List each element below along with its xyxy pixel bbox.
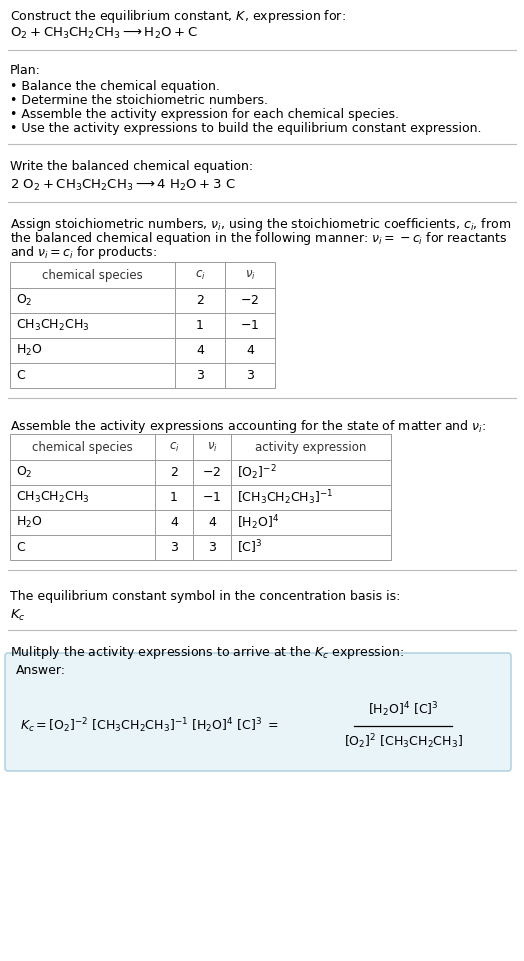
Bar [10, 262, 275, 388]
Text: $\mathrm{H_2O}$: $\mathrm{H_2O}$ [16, 515, 42, 530]
Text: $\mathrm{O_2}$: $\mathrm{O_2}$ [16, 465, 32, 480]
Text: 4: 4 [246, 344, 254, 357]
Text: 4: 4 [208, 516, 216, 529]
Text: $\mathrm{CH_3CH_2CH_3}$: $\mathrm{CH_3CH_2CH_3}$ [16, 490, 90, 505]
Text: Construct the equilibrium constant, $K$, expression for:: Construct the equilibrium constant, $K$,… [10, 8, 346, 25]
Text: $\nu_i$: $\nu_i$ [245, 268, 255, 282]
Text: Plan:: Plan: [10, 64, 41, 77]
Text: 3: 3 [170, 541, 178, 554]
Text: C: C [16, 369, 25, 382]
Text: Assemble the activity expressions accounting for the state of matter and $\nu_i$: Assemble the activity expressions accoun… [10, 418, 486, 435]
Text: $\mathrm{O_2 + CH_3CH_2CH_3 \longrightarrow H_2O + C}$: $\mathrm{O_2 + CH_3CH_2CH_3 \longrightar… [10, 26, 198, 41]
Text: $\mathrm{2\ O_2 + CH_3CH_2CH_3 \longrightarrow 4\ H_2O + 3\ C}$: $\mathrm{2\ O_2 + CH_3CH_2CH_3 \longrigh… [10, 178, 236, 193]
Text: $\mathrm{CH_3CH_2CH_3}$: $\mathrm{CH_3CH_2CH_3}$ [16, 318, 90, 333]
Text: $c_i$: $c_i$ [169, 440, 179, 454]
Text: $[\mathrm{CH_3CH_2CH_3}]^{-1}$: $[\mathrm{CH_3CH_2CH_3}]^{-1}$ [237, 488, 333, 506]
Text: $[\mathrm{H_2O}]^{4}\ [\mathrm{C}]^{3}$: $[\mathrm{H_2O}]^{4}\ [\mathrm{C}]^{3}$ [368, 701, 438, 720]
Text: chemical species: chemical species [32, 440, 133, 454]
Text: 1: 1 [170, 491, 178, 504]
Text: $[\mathrm{O_2}]^{-2}$: $[\mathrm{O_2}]^{-2}$ [237, 463, 277, 481]
Text: $[\mathrm{O_2}]^{2}\ [\mathrm{CH_3CH_2CH_3}]$: $[\mathrm{O_2}]^{2}\ [\mathrm{CH_3CH_2CH… [344, 732, 463, 752]
Text: $\nu_i$: $\nu_i$ [206, 440, 217, 454]
Text: $K_c$: $K_c$ [10, 608, 26, 623]
Text: • Use the activity expressions to build the equilibrium constant expression.: • Use the activity expressions to build … [10, 122, 482, 135]
Text: $-1$: $-1$ [202, 491, 222, 504]
Text: $-2$: $-2$ [202, 466, 222, 479]
Text: • Balance the chemical equation.: • Balance the chemical equation. [10, 80, 220, 93]
Text: 2: 2 [170, 466, 178, 479]
Text: Assign stoichiometric numbers, $\nu_i$, using the stoichiometric coefficients, $: Assign stoichiometric numbers, $\nu_i$, … [10, 216, 511, 233]
Text: $[\mathrm{H_2O}]^{4}$: $[\mathrm{H_2O}]^{4}$ [237, 513, 279, 531]
Text: 3: 3 [246, 369, 254, 382]
Text: $-2$: $-2$ [241, 294, 259, 307]
Text: $[\mathrm{C}]^{3}$: $[\mathrm{C}]^{3}$ [237, 539, 263, 556]
Text: activity expression: activity expression [255, 440, 367, 454]
Text: Mulitply the activity expressions to arrive at the $K_c$ expression:: Mulitply the activity expressions to arr… [10, 644, 405, 661]
Text: 3: 3 [196, 369, 204, 382]
Text: and $\nu_i = c_i$ for products:: and $\nu_i = c_i$ for products: [10, 244, 157, 261]
Text: $K_c = [\mathrm{O_2}]^{-2}\ [\mathrm{CH_3CH_2CH_3}]^{-1}\ [\mathrm{H_2O}]^{4}\ [: $K_c = [\mathrm{O_2}]^{-2}\ [\mathrm{CH_… [20, 717, 279, 735]
Text: the balanced chemical equation in the following manner: $\nu_i = -c_i$ for react: the balanced chemical equation in the fo… [10, 230, 507, 247]
Text: • Assemble the activity expression for each chemical species.: • Assemble the activity expression for e… [10, 108, 399, 121]
Text: 4: 4 [196, 344, 204, 357]
Text: C: C [16, 541, 25, 554]
FancyBboxPatch shape [5, 653, 511, 771]
Text: 1: 1 [196, 319, 204, 332]
Text: $\mathrm{O_2}$: $\mathrm{O_2}$ [16, 293, 32, 308]
Text: Answer:: Answer: [16, 664, 66, 677]
Text: The equilibrium constant symbol in the concentration basis is:: The equilibrium constant symbol in the c… [10, 590, 400, 603]
Text: Write the balanced chemical equation:: Write the balanced chemical equation: [10, 160, 253, 173]
Text: $\mathrm{H_2O}$: $\mathrm{H_2O}$ [16, 343, 42, 358]
Text: chemical species: chemical species [42, 268, 143, 282]
Text: 2: 2 [196, 294, 204, 307]
Text: 4: 4 [170, 516, 178, 529]
Bar [10, 434, 391, 560]
Text: $c_i$: $c_i$ [194, 268, 205, 282]
Text: $-1$: $-1$ [241, 319, 259, 332]
Text: 3: 3 [208, 541, 216, 554]
Text: • Determine the stoichiometric numbers.: • Determine the stoichiometric numbers. [10, 94, 268, 107]
